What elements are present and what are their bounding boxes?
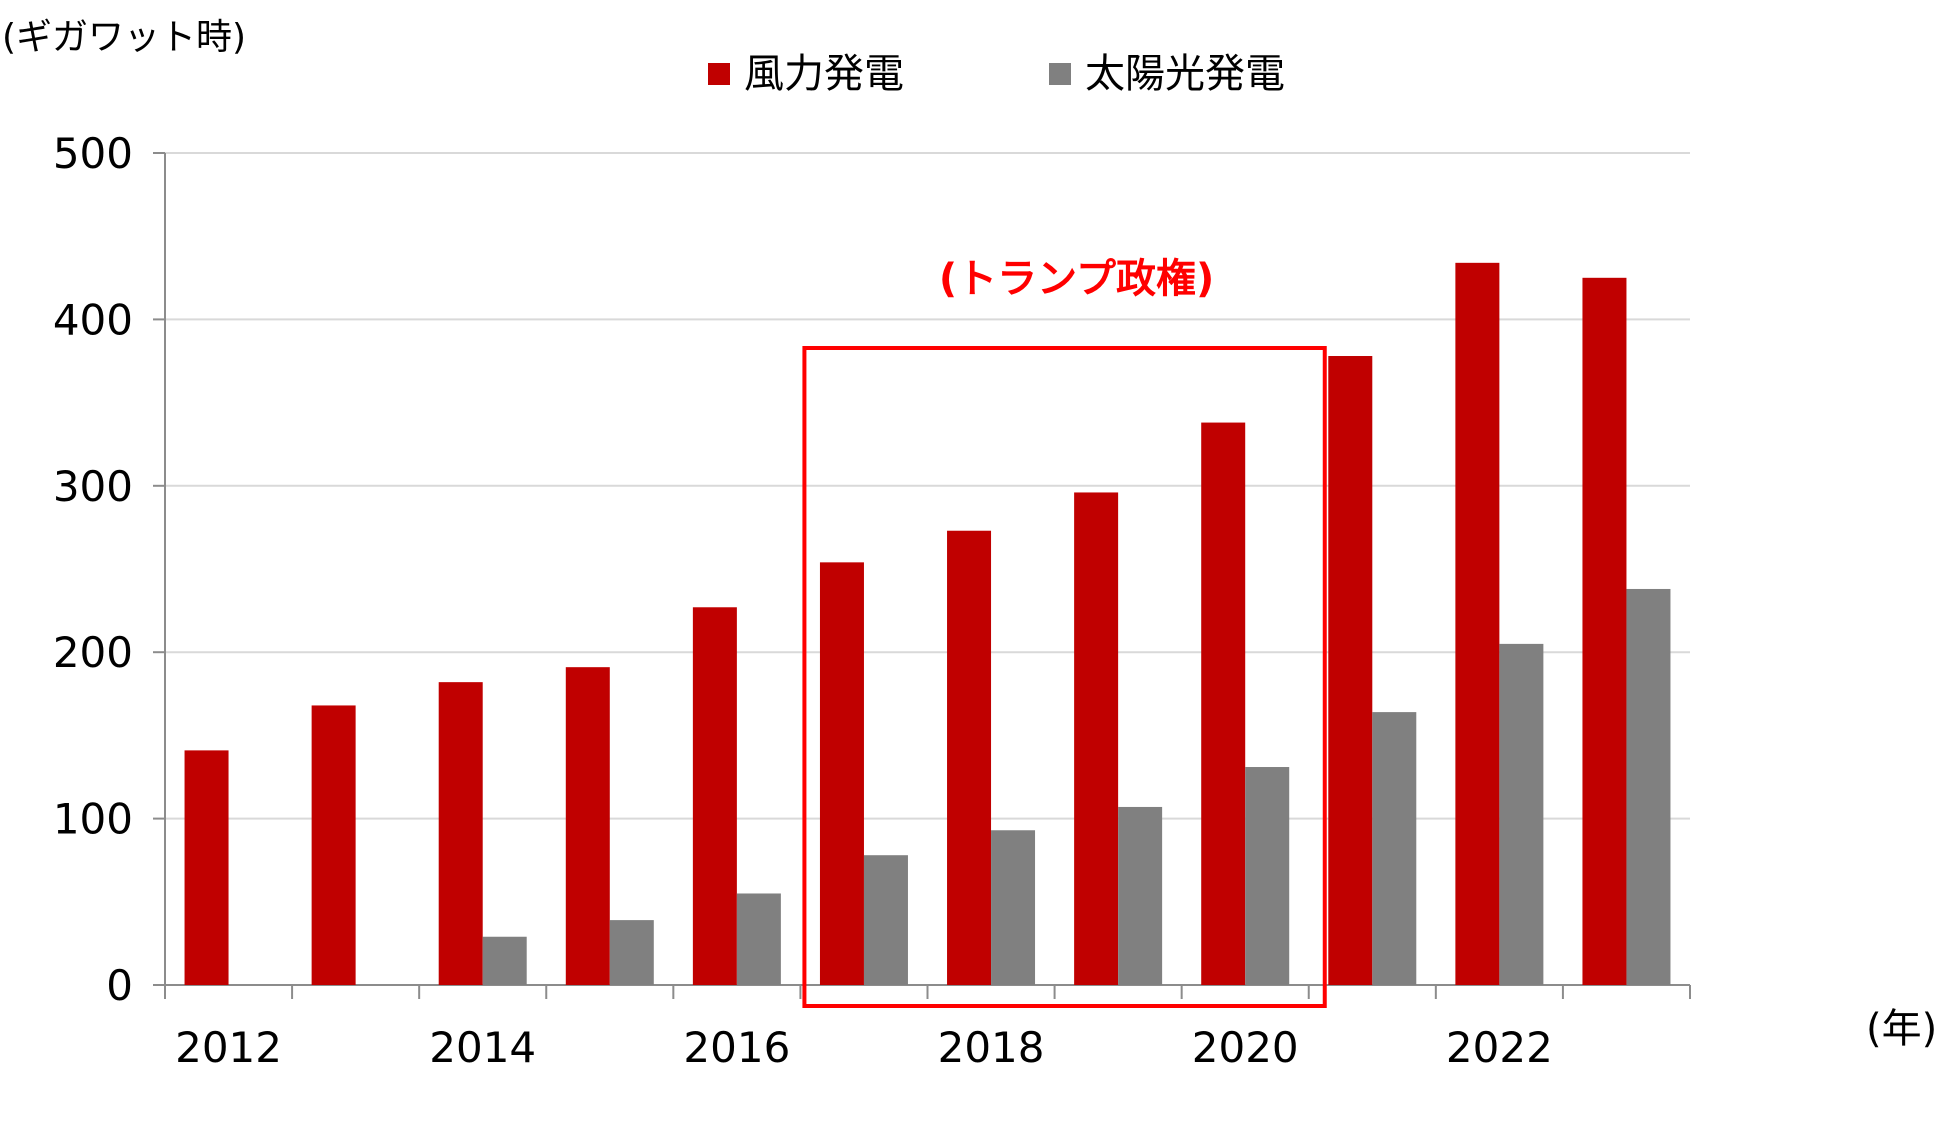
legend-label: 太陽光発電 <box>1085 51 1285 97</box>
annotation-label: (トランプ政権) <box>939 256 1214 302</box>
bar-wind <box>311 705 356 985</box>
legend-label: 風力発電 <box>744 51 904 97</box>
x-tick-label: 2022 <box>1446 1023 1553 1072</box>
bar-wind <box>819 562 864 985</box>
bar-solar <box>991 830 1036 985</box>
bar-solar <box>1118 806 1163 985</box>
bar-wind <box>565 667 610 985</box>
bar-solar <box>863 855 908 985</box>
x-tick-label: 2014 <box>429 1023 536 1072</box>
bar-solar <box>1245 767 1290 985</box>
bar-solar <box>736 893 781 985</box>
bar-wind <box>184 750 229 985</box>
x-axis-unit-label: (年) <box>1866 1006 1937 1052</box>
x-tick-label: 2016 <box>683 1023 790 1072</box>
gridlines <box>165 152 1690 820</box>
y-tick-label: 400 <box>53 295 133 344</box>
legend: 風力発電 太陽光発電 <box>708 51 1285 97</box>
bar-wind <box>692 607 737 985</box>
bar-solar <box>609 920 654 985</box>
bar-wind <box>1074 492 1119 985</box>
bar-wind <box>1455 262 1500 986</box>
y-tick-label: 100 <box>53 795 133 844</box>
bars <box>184 262 1671 986</box>
bar-solar <box>1372 712 1417 985</box>
bar-wind <box>1328 356 1373 985</box>
y-tick-label: 500 <box>53 129 133 178</box>
x-tick-label: 2018 <box>938 1023 1045 1072</box>
annotation: (トランプ政権) <box>802 256 1327 1008</box>
legend-swatch <box>708 63 730 85</box>
y-axis-unit-label: (ギガワット時) <box>2 17 246 58</box>
x-tick-label: 2012 <box>175 1023 282 1072</box>
bar-wind <box>438 682 483 985</box>
axes <box>153 152 1691 999</box>
bar-wind <box>1201 422 1246 985</box>
bar-solar <box>1626 588 1671 985</box>
y-tick-label: 200 <box>53 628 133 677</box>
legend-swatch <box>1049 63 1071 85</box>
y-tick-label: 0 <box>106 961 133 1010</box>
tick-labels: 0 100 200 300 400 500 2012 2014 2016 2018 2020 2022 <box>53 129 1553 1072</box>
bar-wind <box>947 530 992 985</box>
bar-wind <box>1582 277 1627 985</box>
annotation-highlight-box <box>802 346 1327 1008</box>
x-tick-label: 2020 <box>1192 1023 1299 1072</box>
y-tick-label: 300 <box>53 462 133 511</box>
bar-solar <box>1499 643 1544 985</box>
bar-solar <box>482 936 527 985</box>
